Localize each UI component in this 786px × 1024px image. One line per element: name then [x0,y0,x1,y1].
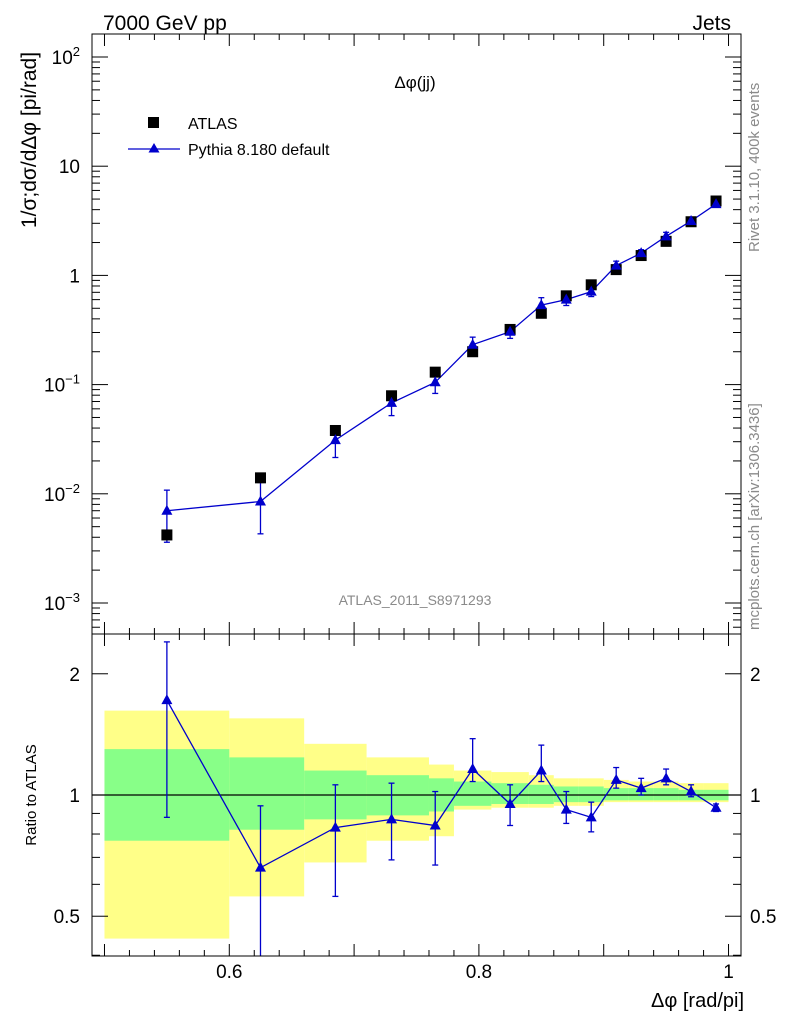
ratio-data-point [504,797,516,808]
ratio-data-point [386,813,398,824]
header-process: 7000 GeV pp [103,12,227,35]
legend-atlas-marker [148,117,159,128]
ratio-y-tick-label-right: 1 [750,786,761,807]
main-y-axis-label: 1/σ;dσ/dΔφ [pi/rad] [18,52,41,228]
pythia-data-point [610,259,622,270]
x-axis-label: Δφ [rad/pi] [651,990,744,1012]
main-plot-title: Δφ(jj) [394,73,435,92]
atlas-data-point [386,390,398,402]
ratio-data-point [535,764,547,775]
ratio-data-point [610,773,622,784]
pythia-data-point [560,293,572,304]
main-y-tick-label: 10−2 [44,481,80,506]
atlas-data-point [467,346,479,358]
ratio-y-tick-label-left: 2 [69,665,80,686]
ratio-y-axis-label: Ratio to ATLAS [23,744,40,845]
ratio-data-point [660,772,672,783]
atlas-data-point [429,366,441,378]
ratio-data-point [710,801,722,812]
rivet-version-label: Rivet 3.1.10, 400k events [746,83,763,252]
pythia-data-point [467,338,479,349]
pythia-data-point [161,504,173,515]
atlas-data-point [535,307,547,319]
pythia-data-point [685,214,697,225]
pythia-data-point [635,247,647,258]
ratio-y-tick-label-right: 2 [750,665,761,686]
ratio-data-point [429,819,441,830]
ratio-data-point [635,782,647,793]
pythia-data-point [386,396,398,407]
main-y-tick-label: 10−1 [44,372,80,397]
ratio-y-tick-label-left: 1 [69,786,80,807]
ratio-green-band-bin [229,757,305,830]
atlas-data-point [610,264,622,276]
pythia-data-point [254,495,266,506]
ratio-y-tick-label-right: 0.5 [750,907,776,928]
main-y-tick-label: 102 [52,44,80,69]
ratio-data-point [467,763,479,774]
pythia-data-point [429,376,441,387]
pythia-series-line [166,203,717,512]
ratio-green-band-bin [603,788,629,801]
ratio-data-point [254,861,266,872]
ratio-data-point [585,811,597,822]
pythia-data-point [504,325,516,336]
pythia-data-point [710,198,722,209]
ratio-data-point [685,785,697,796]
atlas-data-point [585,279,597,291]
ratio-data-point [329,821,341,832]
pythia-data-point [585,285,597,296]
main-y-tick-label: 10 [59,157,80,178]
ratio-green-band-bin [653,788,679,801]
x-tick-label: 0.6 [216,962,242,983]
atlas-data-point [254,472,266,484]
atlas-data-point [329,424,341,436]
main-y-tick-label: 1 [69,266,80,287]
ratio-y-tick-label-left: 0.5 [54,907,80,928]
legend-atlas-label: ATLAS [188,116,238,133]
ratio-green-band-bin [578,786,604,803]
legend: ATLAS Pythia 8.180 default [128,116,330,159]
ratio-data-point [560,803,572,814]
pythia-data-point [535,299,547,310]
ratio-green-band-bin [528,784,554,804]
ratio-green-band-bin [453,781,492,806]
pythia-data-point [660,230,672,241]
atlas-data-point [161,529,173,541]
atlas-data-point [660,235,672,247]
x-tick-label: 1 [723,962,734,983]
mcplots-source-label: mcplots.cern.ch [arXiv:1306.3436] [746,403,763,630]
main-y-tick-label: 10−3 [44,590,80,615]
ratio-data-point [161,694,173,705]
header-observable-group: Jets [692,12,731,35]
analysis-id-watermark: ATLAS_2011_S8971293 [339,592,492,608]
pythia-data-point [329,434,341,445]
x-tick-label: 0.8 [466,962,492,983]
legend-pythia-label: Pythia 8.180 default [188,142,330,159]
legend-pythia-marker [148,143,160,153]
